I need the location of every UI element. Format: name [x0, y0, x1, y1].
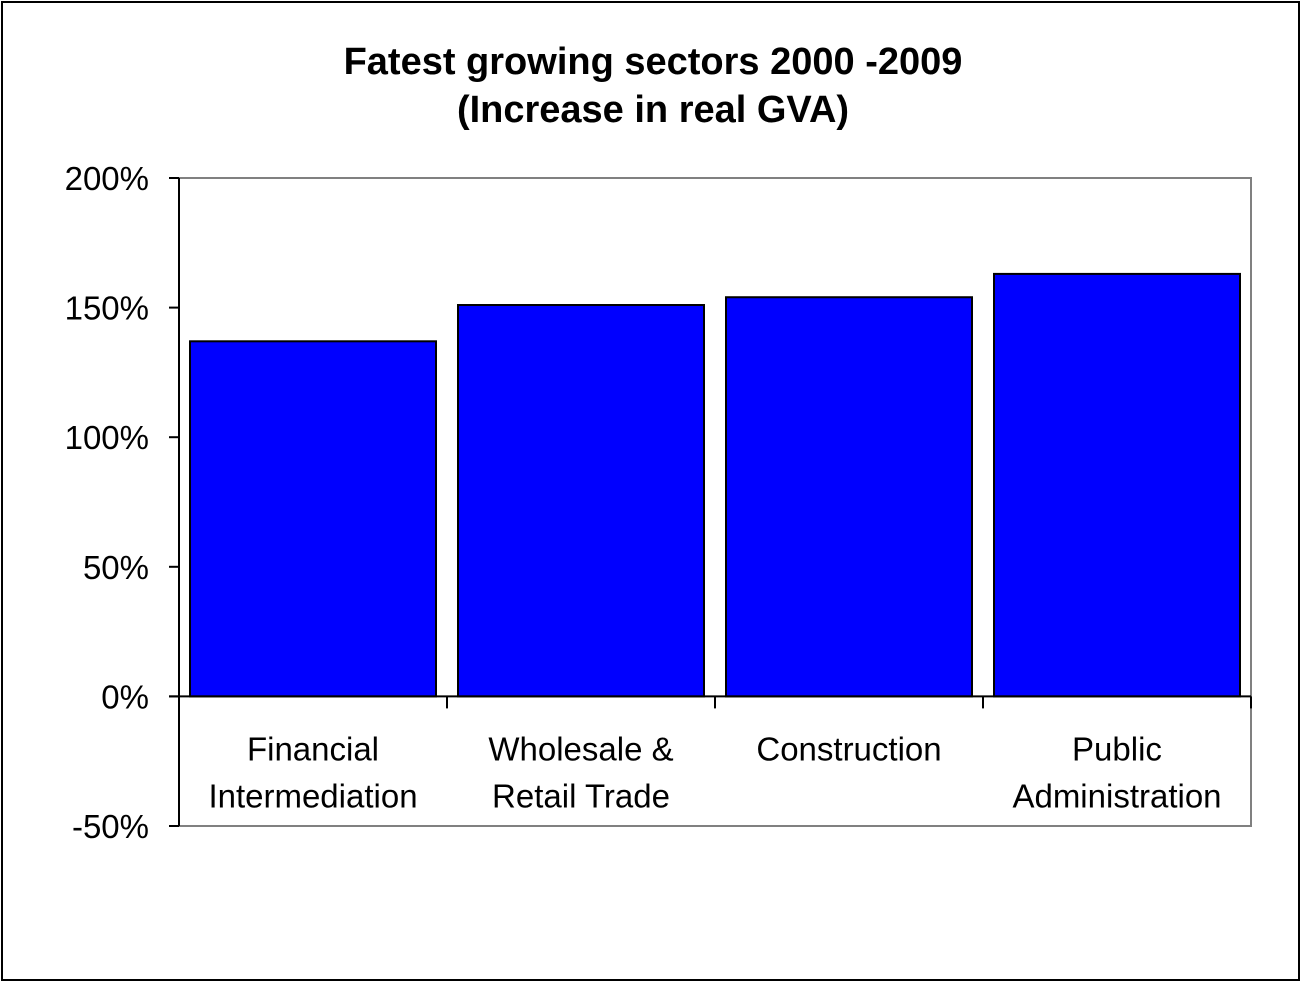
bar-1 — [457, 304, 705, 698]
category-label-3: Public Administration — [1012, 730, 1221, 814]
category-label-line: Wholesale & — [488, 730, 673, 767]
bar-2 — [725, 296, 973, 698]
y-tick-label-0: -50% — [72, 808, 149, 845]
bar-3 — [993, 272, 1241, 698]
y-tick-label-2: 50% — [83, 549, 149, 586]
chart-title: Fatest growing sectors 2000 -2009 (Incre… — [0, 38, 1303, 134]
chart-title-line-2: (Increase in real GVA) — [456, 89, 850, 131]
category-label-2: Construction — [756, 730, 941, 767]
bar-0 — [189, 340, 437, 698]
y-tick-label-4: 150% — [65, 290, 149, 327]
y-tick-label-5: 200% — [65, 160, 149, 197]
y-tick-label-1: 0% — [101, 678, 149, 715]
y-tick-label-3: 100% — [65, 419, 149, 456]
category-label-line: Public — [1072, 730, 1162, 767]
category-label-line: Financial — [247, 730, 379, 767]
category-label-0: Financial Intermediation — [208, 730, 417, 814]
category-label-line: Administration — [1012, 777, 1221, 814]
category-label-1: Wholesale & Retail Trade — [488, 730, 673, 814]
category-label-line: Retail Trade — [492, 777, 670, 814]
category-label-line: Construction — [756, 730, 941, 767]
category-label-line: Intermediation — [208, 777, 417, 814]
chart-title-line-1: Fatest growing sectors 2000 -2009 — [343, 41, 963, 83]
